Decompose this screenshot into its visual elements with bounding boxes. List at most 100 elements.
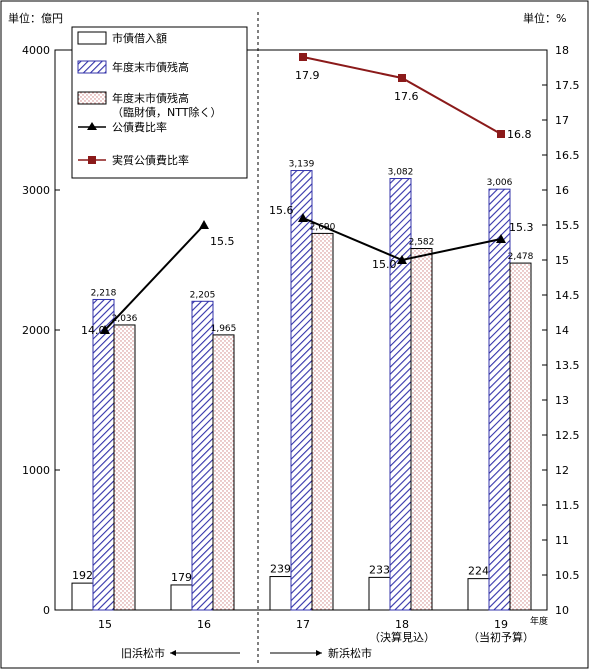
bar-label-2-4: 2,478 <box>508 252 534 262</box>
left-unit-label: 単位：億円 <box>8 11 63 25</box>
bar-label-1-2: 3,139 <box>289 160 315 170</box>
bar-2-2 <box>311 232 334 611</box>
ratio-marker-4 <box>496 234 506 243</box>
real-ratio-label-3: 17.6 <box>394 90 419 103</box>
old-city-arrowhead <box>170 650 176 656</box>
bar-label-1-0: 2,218 <box>91 288 117 298</box>
bar-0-2 <box>269 576 292 611</box>
y-right-tick-label: 15.5 <box>555 219 580 232</box>
x-tick-label: 15 <box>98 618 112 631</box>
y-right-tick-label: 10.5 <box>555 569 580 582</box>
x-tick-label: 18 <box>395 618 409 631</box>
legend-swatch-borrowing <box>77 31 107 45</box>
y-right-tick-label: 12 <box>555 464 569 477</box>
y-right-tick-label: 14.5 <box>555 289 580 302</box>
y-left-tick-label: 4000 <box>22 44 50 57</box>
y-right-tick-label: 18 <box>555 44 569 57</box>
bar-label-0-0: 192 <box>72 569 93 582</box>
y-right-tick-label: 11.5 <box>555 499 580 512</box>
x-axis: 15 16 17 18（決算見込） 19（当初予算） <box>98 618 534 644</box>
y-right-tick-label: 16.5 <box>555 149 580 162</box>
bar-label-0-2: 239 <box>270 563 291 576</box>
legend-marker-ratio <box>87 122 97 130</box>
bar-2-1 <box>212 334 235 611</box>
real-ratio-label-2: 17.9 <box>295 69 320 82</box>
bars: 192 179 239 233 224 2,218 2,205 3,139 3,082 3,006… <box>71 160 534 611</box>
y-right-tick-label: 14 <box>555 324 569 337</box>
real-ratio-marker-4 <box>497 130 505 138</box>
x-tick-label: 17 <box>296 618 310 631</box>
ratio-marker-3 <box>397 255 407 264</box>
bar-0-1 <box>170 584 193 611</box>
legend-label-balance-excl-2: （臨財債，NTT除く） <box>112 105 221 119</box>
bar-label-0-4: 224 <box>468 565 489 578</box>
x-tick-sublabel: （決算見込） <box>369 630 435 644</box>
bar-1-2 <box>290 170 313 611</box>
bar-2-3 <box>410 248 433 611</box>
ratio-label-0: 14.0 <box>81 324 106 337</box>
y-right-tick-label: 13.5 <box>555 359 580 372</box>
legend-label-real-ratio: 実質公債費比率 <box>112 153 189 167</box>
ratio-marker-2 <box>298 213 308 222</box>
legend-swatch-balance-excl <box>77 91 107 105</box>
legend-marker-real-ratio <box>88 156 96 164</box>
y-right-tick-label: 15 <box>555 254 569 267</box>
right-unit-label: 単位：% <box>523 11 566 25</box>
bar-label-2-3: 2,582 <box>409 238 435 248</box>
x-unit-label: 年度 <box>530 615 548 627</box>
y-right-tick-label: 10 <box>555 604 569 617</box>
ratio-marker-0 <box>100 325 110 334</box>
bar-1-1 <box>191 300 214 611</box>
real-ratio-marker-2 <box>299 53 307 61</box>
ratio-line-segment-0 <box>104 224 205 331</box>
lines: 14.0 15.5 15.6 15.0 15.3 17.9 17.6 16.8 <box>81 53 534 337</box>
ratio-label-2: 15.6 <box>269 204 294 217</box>
new-city-label: 新浜松市 <box>328 646 372 660</box>
real-ratio-label-4: 16.8 <box>507 128 532 141</box>
y-right-tick-label: 11 <box>555 534 569 547</box>
y-axis-left: 0 1000 2000 3000 4000 <box>22 44 60 617</box>
legend-label-balance: 年度末市債残高 <box>112 60 189 74</box>
bar-0-0 <box>71 582 94 611</box>
ratio-label-4: 15.3 <box>509 221 534 234</box>
x-tick-label: 16 <box>197 618 211 631</box>
legend-label-balance-excl: 年度末市債残高 <box>112 91 189 105</box>
bar-label-2-0: 2,036 <box>112 314 138 324</box>
bar-label-0-1: 179 <box>171 571 192 584</box>
bar-2-0 <box>113 324 136 611</box>
bar-label-1-4: 3,006 <box>487 178 513 188</box>
y-left-tick-label: 3000 <box>22 184 50 197</box>
y-right-tick-label: 12.5 <box>555 429 580 442</box>
ratio-marker-1 <box>199 220 209 229</box>
bar-1-0 <box>92 298 115 611</box>
y-right-tick-label: 13 <box>555 394 569 407</box>
bar-0-4 <box>467 578 490 611</box>
new-city-arrowhead <box>316 650 322 656</box>
y-left-tick-label: 1000 <box>22 464 50 477</box>
x-tick-sublabel: （当初予算） <box>468 630 534 644</box>
bar-label-0-3: 233 <box>369 563 390 576</box>
y-axis-right: 10 10.5 11 11.5 12 12.5 13 13.5 14 14.5 15 15.5 16 16… <box>542 44 580 617</box>
y-left-tick-label: 2000 <box>22 324 50 337</box>
bar-2-4 <box>509 262 532 611</box>
y-right-tick-label: 16 <box>555 184 569 197</box>
y-right-tick-label: 17 <box>555 114 569 127</box>
x-tick-label: 19 <box>494 618 508 631</box>
y-left-tick-label: 0 <box>43 604 50 617</box>
legend-swatch-balance <box>77 60 107 74</box>
bar-label-1-1: 2,205 <box>190 290 216 300</box>
ratio-label-3: 15.0 <box>372 258 397 271</box>
legend: 市債借入額 年度末市債残高 年度末市債残高 （臨財債，NTT除く） 公債費比率 … <box>71 26 248 179</box>
bar-0-3 <box>368 576 391 611</box>
old-city-label: 旧浜松市 <box>121 646 165 660</box>
real-ratio-marker-3 <box>398 74 406 82</box>
ratio-label-1: 15.5 <box>210 235 235 248</box>
y-right-tick-label: 17.5 <box>555 79 580 92</box>
bar-label-1-3: 3,082 <box>388 168 414 178</box>
legend-label-borrowing: 市債借入額 <box>112 31 167 45</box>
legend-label-ratio: 公債費比率 <box>112 120 167 134</box>
bar-label-2-1: 1,965 <box>211 324 237 334</box>
